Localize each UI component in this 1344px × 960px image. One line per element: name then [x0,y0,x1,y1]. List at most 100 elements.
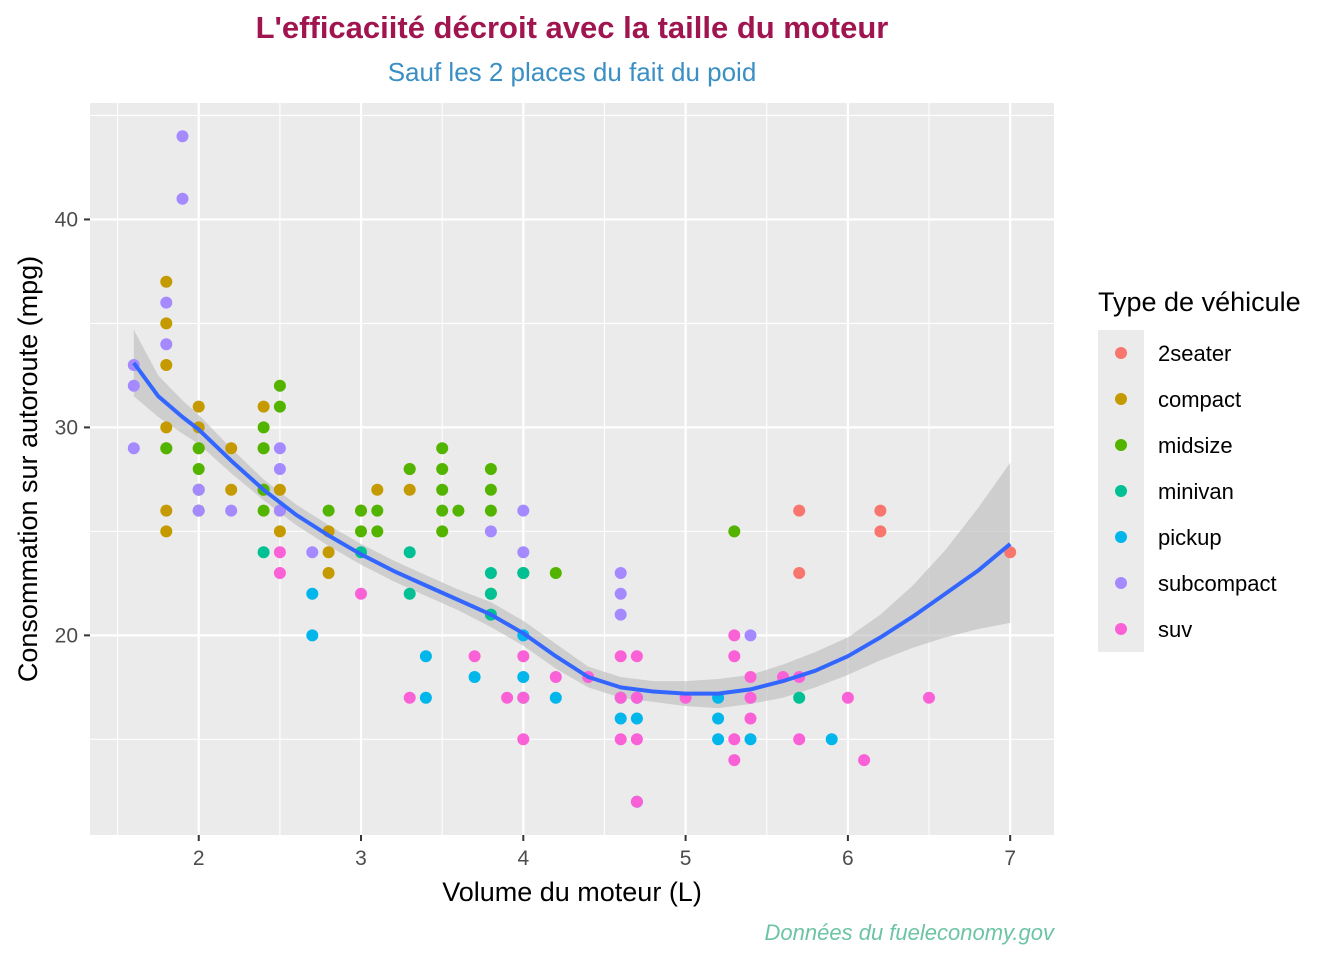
y-axis-ticks: 20 30 40 [55,208,90,647]
point-midsize [484,504,497,517]
legend-title: Type de véhicule [1098,287,1301,317]
point-midsize [549,567,562,579]
point-suv [744,691,757,704]
point-2seater [1004,546,1017,559]
point-compact [225,442,238,455]
point-midsize [273,400,286,413]
point-2seater [874,504,887,517]
point-suv [501,691,514,704]
point-pickup [825,733,838,746]
point-subcompact [176,192,189,205]
point-suv [614,650,627,663]
y-tick-label: 30 [55,416,78,439]
point-suv [630,733,643,746]
point-compact [273,483,286,496]
point-suv [517,650,530,663]
point-midsize [436,525,449,538]
point-subcompact [192,504,205,517]
point-subcompact [614,567,627,579]
chart-caption: Données du fueleconomy.gov [765,920,1056,945]
point-minivan [517,567,530,579]
point-midsize [192,463,205,475]
point-midsize [160,442,173,455]
legend: Type de véhicule 2seater compact midsize mi… [1098,287,1301,652]
point-pickup [614,712,627,725]
point-pickup [712,733,725,746]
point-2seater [793,504,806,517]
point-subcompact [484,525,497,538]
point-suv [728,754,741,767]
point-midsize [355,504,367,517]
point-pickup [549,691,562,704]
point-compact [371,483,384,496]
point-midsize [355,525,367,538]
point-minivan [484,567,497,579]
point-compact [160,525,173,538]
legend-label-subcompact: subcompact [1158,571,1277,596]
point-midsize [452,504,465,517]
legend-key-2seater [1115,347,1127,359]
point-subcompact [614,608,627,621]
point-midsize [436,504,449,517]
point-compact [160,317,173,330]
point-midsize [257,442,270,455]
point-2seater [793,567,806,579]
y-tick-label: 40 [55,208,78,231]
legend-label-midsize: midsize [1158,433,1233,458]
x-tick-label: 6 [842,847,854,870]
point-compact [257,400,270,413]
point-midsize [371,504,384,517]
point-suv [517,691,530,704]
point-midsize [322,504,335,517]
point-minivan [403,587,416,600]
point-midsize [728,525,741,538]
legend-key-suv [1115,623,1127,635]
chart-subtitle: Sauf les 2 places du fait du poid [388,57,757,87]
point-subcompact [273,504,286,517]
point-suv [517,733,530,746]
point-pickup [419,691,432,704]
legend-label-minivan: minivan [1158,479,1234,504]
point-suv [858,754,871,767]
legend-label-suv: suv [1158,617,1192,642]
point-suv [403,691,416,704]
point-subcompact [192,483,205,496]
point-subcompact [306,546,319,559]
point-midsize [436,483,449,496]
point-subcompact [225,504,238,517]
chart-title: L'efficaciité décroit avec la taille du … [256,10,889,45]
point-2seater [874,525,887,538]
point-suv [841,691,854,704]
legend-key-subcompact [1115,577,1127,589]
point-compact [160,359,173,371]
point-suv [468,650,481,663]
point-midsize [273,379,286,392]
legend-key-compact [1115,393,1127,405]
point-compact [322,546,335,559]
point-minivan [793,691,806,704]
point-pickup [306,587,319,600]
x-tick-label: 3 [355,847,367,870]
point-midsize [192,442,205,455]
point-subcompact [517,546,530,559]
point-suv [744,712,757,725]
data-points [127,130,1017,808]
point-subcompact [614,587,627,600]
point-suv [793,733,806,746]
point-subcompact [744,629,757,642]
point-pickup [468,671,481,683]
point-subcompact [160,296,173,309]
confidence-ribbon [133,329,1011,709]
point-minivan [257,546,270,559]
point-subcompact [273,442,286,455]
point-suv [728,733,741,746]
point-minivan [403,546,416,559]
x-axis-title: Volume du moteur (L) [442,877,702,907]
legend-key-pickup [1115,531,1127,543]
legend-label-compact: compact [1158,387,1241,412]
point-midsize [484,463,497,475]
point-suv [630,795,643,808]
point-subcompact [517,504,530,517]
point-compact [160,504,173,517]
point-suv [355,587,367,600]
